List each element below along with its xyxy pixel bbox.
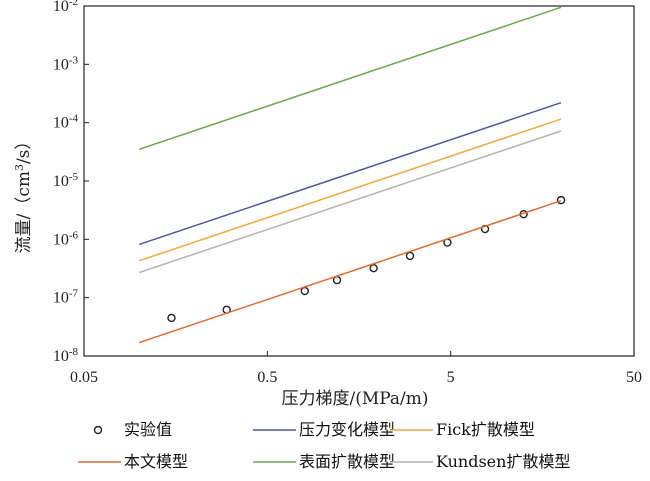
y-tick-label: 10-8 bbox=[53, 346, 79, 365]
legend-item: Kundsen扩散模型 bbox=[390, 452, 570, 471]
data-point bbox=[369, 263, 378, 273]
legend-label: Fick扩散模型 bbox=[436, 420, 535, 439]
legend-label: 实验值 bbox=[124, 420, 172, 439]
series-line-压力变化模型 bbox=[138, 101, 562, 246]
y-tick-label: 10-6 bbox=[53, 229, 79, 248]
series-line-本文模型 bbox=[138, 199, 562, 344]
legend-item: 实验值 bbox=[93, 420, 172, 439]
series-layer bbox=[138, 6, 566, 344]
legend-label: Kundsen扩散模型 bbox=[436, 452, 570, 471]
legend-item: 压力变化模型 bbox=[253, 420, 395, 439]
legend-label: 压力变化模型 bbox=[299, 420, 395, 439]
legend-item: 本文模型 bbox=[78, 452, 188, 471]
data-point bbox=[300, 286, 309, 296]
x-axis-title: 压力梯度/(MPa/m) bbox=[281, 389, 428, 409]
plot-frame bbox=[83, 5, 635, 357]
y-tick-label: 10-2 bbox=[53, 0, 78, 15]
y-axis-title: 流量/（cm3/s） bbox=[13, 133, 35, 254]
legend-label: 表面扩散模型 bbox=[299, 452, 395, 471]
y-axis-title-main: 流量/（cm bbox=[14, 171, 34, 253]
y-axis-title-sup: 3 bbox=[13, 164, 26, 171]
y-axis-title-tail: /s） bbox=[14, 133, 34, 164]
series-line-Kundsen扩散模型 bbox=[138, 130, 562, 274]
legend-item: 表面扩散模型 bbox=[253, 452, 395, 471]
x-tick-label: 0.5 bbox=[257, 369, 277, 386]
x-tick-label: 50 bbox=[626, 369, 642, 386]
x-tick-label: 5 bbox=[447, 369, 455, 386]
y-tick-label: 10-7 bbox=[53, 288, 79, 307]
legend-swatch bbox=[93, 425, 103, 435]
data-point bbox=[405, 251, 415, 261]
series-line-表面扩散模型 bbox=[138, 6, 562, 151]
y-tick-label: 10-5 bbox=[53, 171, 79, 190]
data-point bbox=[556, 195, 566, 205]
data-point bbox=[167, 313, 176, 323]
series-line-Fick扩散模型 bbox=[138, 118, 562, 262]
legend-label: 本文模型 bbox=[124, 452, 188, 471]
y-tick-label: 10-4 bbox=[53, 113, 79, 132]
x-tick-label: 0.05 bbox=[70, 369, 98, 386]
legend-item: Fick扩散模型 bbox=[390, 420, 535, 439]
y-tick-label: 10-3 bbox=[53, 54, 79, 73]
